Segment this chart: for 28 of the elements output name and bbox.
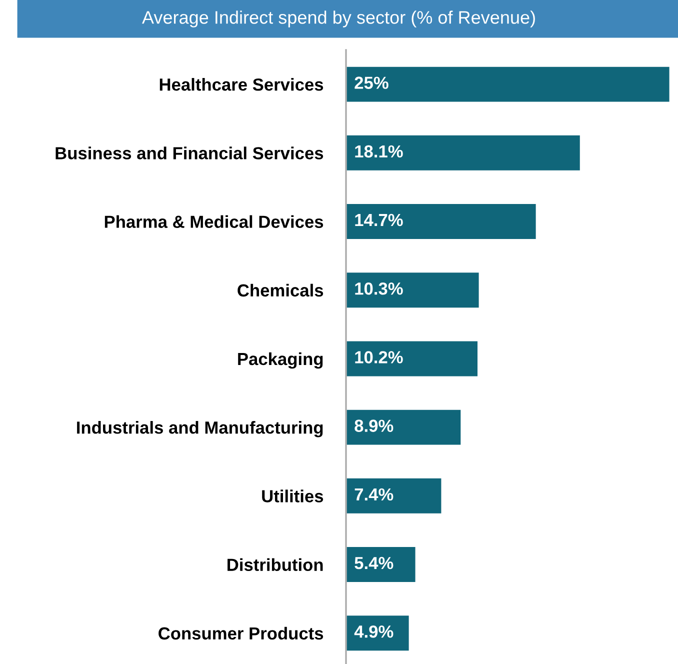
data-label: 10.3% xyxy=(355,282,403,295)
bar xyxy=(346,134,582,172)
chart-title: Average Indirect spend by sector (% of Revenue) xyxy=(142,10,535,28)
data-label: 4.9% xyxy=(354,625,394,638)
y-tick-label: Chemicals xyxy=(238,284,324,297)
y-tick-label: Consumer Products xyxy=(158,626,324,640)
bar xyxy=(346,546,417,584)
bar xyxy=(346,271,480,309)
data-label: 7.4% xyxy=(354,488,394,501)
bar xyxy=(346,408,462,446)
data-label: 14.7% xyxy=(355,214,403,226)
data-label: 25% xyxy=(354,76,388,89)
y-tick-label: Business and Financial Services xyxy=(56,146,324,160)
data-label: 18.1% xyxy=(355,145,403,158)
y-tick-label: Industrials and Manufacturing xyxy=(77,421,323,438)
y-tick-label: Healthcare Services xyxy=(160,78,324,91)
bar xyxy=(346,340,479,378)
bar xyxy=(346,614,410,652)
data-label: 8.9% xyxy=(354,420,394,432)
data-label: 5.4% xyxy=(354,556,394,570)
y-tick-label: Packaging xyxy=(238,352,323,369)
bar xyxy=(346,202,538,240)
y-tick-label: Pharma & Medical Devices xyxy=(104,215,324,228)
data-label: 10.2% xyxy=(355,351,403,364)
bar xyxy=(346,477,443,515)
y-tick-label: Utilities xyxy=(262,490,324,502)
bar xyxy=(346,65,670,104)
y-tick-label: Distribution xyxy=(228,558,323,571)
